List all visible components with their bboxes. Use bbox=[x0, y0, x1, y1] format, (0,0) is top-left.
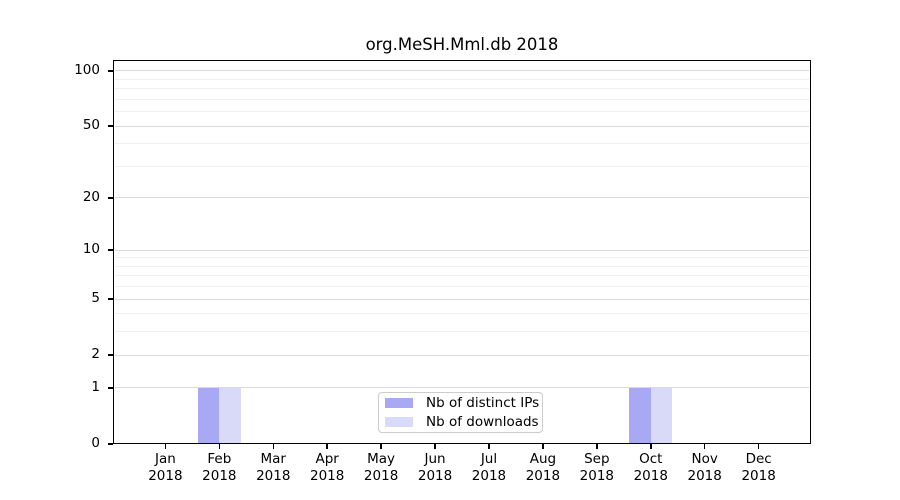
gridline-major bbox=[115, 354, 809, 356]
x-tick-mark bbox=[380, 444, 382, 449]
gridline-minor bbox=[115, 286, 809, 288]
x-tick-label: Dec 2018 bbox=[741, 451, 776, 484]
y-tick-label: 5 bbox=[91, 290, 100, 307]
bar-distinct-ips-feb-2018 bbox=[197, 387, 220, 443]
gridline-minor bbox=[115, 98, 809, 100]
y-tick-label: 100 bbox=[74, 61, 100, 78]
y-tick-mark bbox=[108, 443, 113, 445]
legend-swatch-downloads bbox=[385, 417, 413, 427]
x-tick-label: Jan 2018 bbox=[148, 451, 183, 484]
x-tick-mark bbox=[703, 444, 706, 449]
y-tick-label: 1 bbox=[91, 378, 100, 395]
y-tick-label: 20 bbox=[82, 188, 100, 205]
x-tick-mark bbox=[326, 444, 328, 449]
gridline-major bbox=[115, 387, 809, 389]
legend-label-downloads: Nb of downloads bbox=[426, 414, 539, 430]
chart-title: org.MeSH.Mml.db 2018 bbox=[365, 35, 559, 54]
x-tick-mark bbox=[596, 444, 598, 449]
gridline-minor bbox=[115, 165, 809, 167]
y-tick-mark bbox=[108, 298, 113, 300]
gridline-major bbox=[115, 249, 809, 251]
y-tick-mark bbox=[108, 387, 113, 389]
x-tick-label: Oct 2018 bbox=[633, 451, 668, 484]
bar-downloads-oct-2018 bbox=[650, 387, 673, 443]
x-tick-mark bbox=[164, 444, 167, 449]
y-tick-mark bbox=[108, 125, 113, 127]
x-tick-mark bbox=[434, 444, 436, 449]
legend-item-downloads: Nb of downloads bbox=[385, 414, 539, 430]
x-tick-mark bbox=[650, 444, 652, 449]
x-tick-label: Feb 2018 bbox=[202, 451, 237, 484]
y-tick-mark bbox=[108, 70, 113, 72]
gridline-minor bbox=[115, 111, 809, 113]
y-tick-mark bbox=[108, 249, 113, 251]
x-tick-label: Aug 2018 bbox=[525, 451, 561, 484]
legend-label-distinct-ips: Nb of distinct IPs bbox=[426, 395, 540, 411]
x-tick-label: Nov 2018 bbox=[687, 451, 722, 484]
gridline-minor bbox=[115, 88, 809, 90]
gridline-major bbox=[115, 70, 809, 72]
legend: Nb of distinct IPs Nb of downloads bbox=[378, 392, 543, 433]
y-tick-label: 10 bbox=[82, 241, 100, 258]
x-tick-label: Apr 2018 bbox=[310, 451, 345, 484]
x-tick-label: Mar 2018 bbox=[256, 451, 291, 484]
gridline-major bbox=[115, 125, 809, 127]
x-tick-mark bbox=[272, 444, 274, 449]
x-tick-mark bbox=[542, 444, 544, 449]
gridline-minor bbox=[115, 331, 809, 333]
legend-item-distinct-ips: Nb of distinct IPs bbox=[385, 395, 539, 411]
gridline-minor bbox=[115, 313, 809, 315]
y-tick-mark bbox=[108, 197, 113, 199]
x-tick-mark bbox=[218, 444, 221, 449]
gridline-major bbox=[115, 298, 809, 300]
legend-swatch-distinct-ips bbox=[385, 398, 413, 408]
y-tick-label: 0 bbox=[91, 435, 100, 451]
gridline-minor bbox=[115, 257, 809, 259]
bar-downloads-feb-2018 bbox=[219, 387, 241, 443]
x-tick-label: Sep 2018 bbox=[579, 451, 614, 484]
bar-distinct-ips-oct-2018 bbox=[629, 387, 651, 443]
x-tick-mark bbox=[757, 444, 760, 449]
gridline-major bbox=[115, 197, 809, 199]
y-tick-label: 2 bbox=[91, 346, 100, 363]
gridline-minor bbox=[115, 275, 809, 277]
y-tick-label: 50 bbox=[82, 117, 100, 134]
y-tick-mark bbox=[108, 354, 113, 356]
x-tick-mark bbox=[488, 444, 490, 449]
gridline-minor bbox=[115, 78, 809, 80]
plot-frame bbox=[113, 60, 811, 444]
x-tick-label: Jun 2018 bbox=[417, 451, 453, 484]
gridline-minor bbox=[115, 143, 809, 145]
x-tick-label: Jul 2018 bbox=[471, 451, 507, 484]
gridline-minor bbox=[115, 265, 809, 267]
x-tick-label: May 2018 bbox=[363, 451, 399, 484]
